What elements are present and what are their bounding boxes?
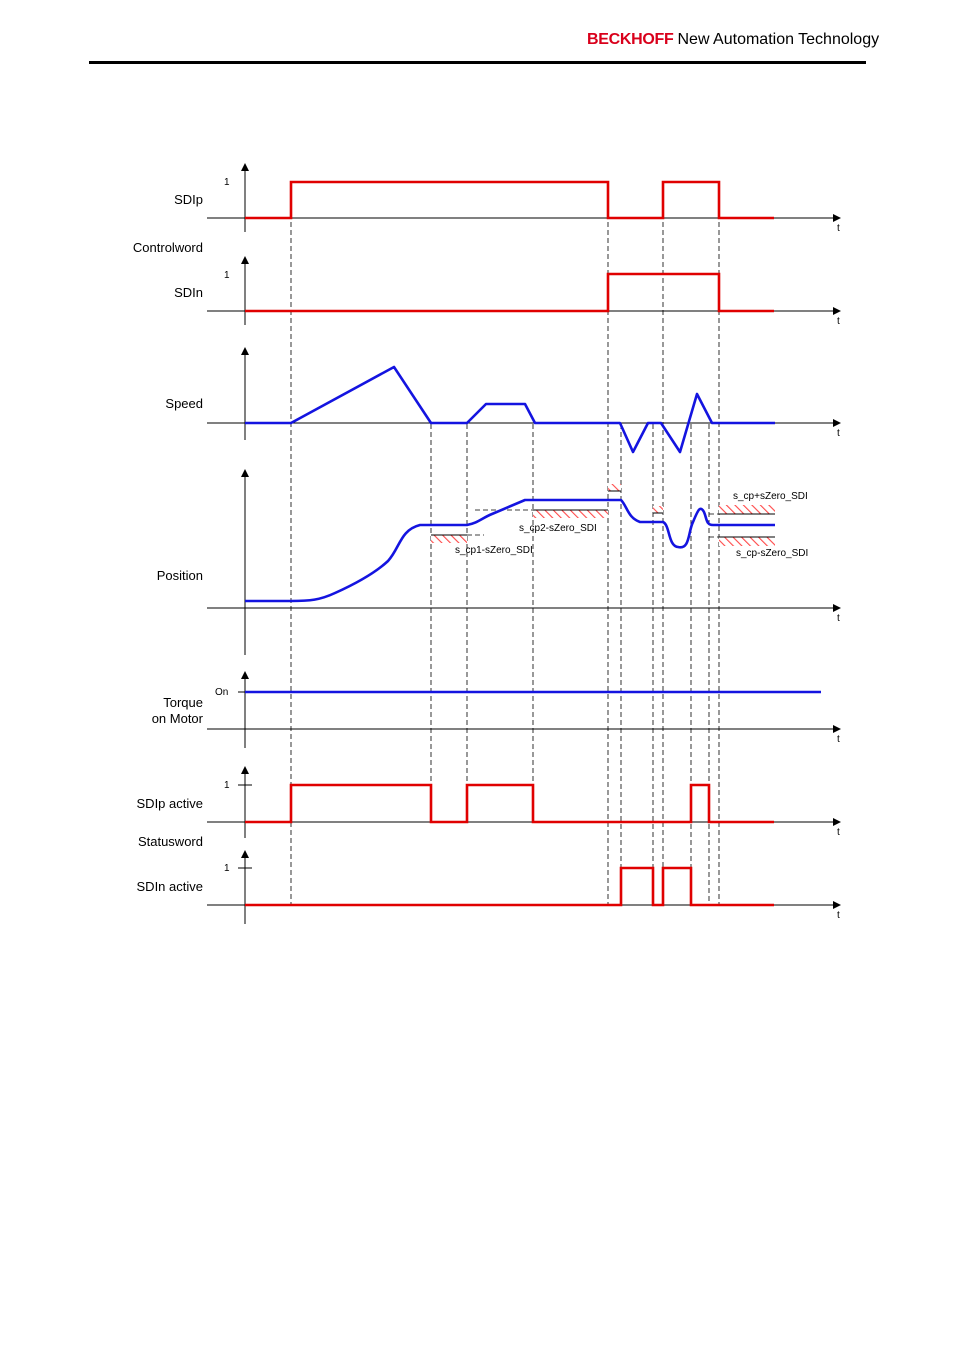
header-logo: BECKHOFF New Automation Technology xyxy=(587,31,879,49)
sdip-time-label: t xyxy=(837,223,840,234)
controlword-label: Controlword xyxy=(133,240,203,255)
speed-time-label: t xyxy=(837,428,840,439)
torque-label-line1: Torque xyxy=(163,695,203,710)
annotation-s-cp-plus: s_cp+sZero_SDI xyxy=(733,491,808,502)
sdip-active-level-one: 1 xyxy=(224,780,230,791)
torque-level-on: On xyxy=(215,687,228,698)
statusword-label: Statusword xyxy=(138,834,203,849)
annotation-s-cp-minus: s_cp-sZero_SDI xyxy=(736,548,808,559)
header-rule xyxy=(89,61,866,64)
sdin-time-label: t xyxy=(837,316,840,327)
sdin-panel: 1 t SDIn xyxy=(174,256,841,327)
brand-name: BECKHOFF xyxy=(587,31,674,48)
position-waveform xyxy=(245,498,775,603)
position-label: Position xyxy=(157,568,203,583)
sdin-waveform xyxy=(245,272,774,313)
tolerance-band-step-b xyxy=(653,506,663,513)
sdin-active-waveform xyxy=(245,866,774,907)
sdin-active-label: SDIn active xyxy=(137,879,203,894)
sdip-active-time-label: t xyxy=(837,827,840,838)
sdin-active-panel: 1 t SDIn active xyxy=(137,850,841,924)
tolerance-band-cp2 xyxy=(533,510,608,518)
speed-waveform xyxy=(245,365,775,454)
sdin-active-time-label: t xyxy=(837,910,840,921)
time-guides xyxy=(290,182,720,906)
sdip-label: SDIp xyxy=(174,192,203,207)
tolerance-band-cp1 xyxy=(431,535,467,543)
sdip-active-panel: 1 t SDIp active xyxy=(137,766,841,838)
tolerance-band-cp-plus xyxy=(719,505,775,514)
brand-tagline: New Automation Technology xyxy=(677,31,880,48)
sdin-label: SDIn xyxy=(174,285,203,300)
sdip-active-label: SDIp active xyxy=(137,796,203,811)
position-time-label: t xyxy=(837,613,840,624)
sdip-panel: 1 t SDIp xyxy=(174,163,841,234)
speed-panel: t Speed xyxy=(165,347,841,454)
position-panel: t Position s_cp1-sZero_SDI s_cp2-sZero_S… xyxy=(157,469,841,655)
sdip-level-one: 1 xyxy=(224,177,230,188)
tolerance-band-step-a xyxy=(608,484,621,491)
annotation-s-cp1-minus: s_cp1-sZero_SDI xyxy=(455,545,533,556)
speed-label: Speed xyxy=(165,396,203,411)
torque-label-line2: on Motor xyxy=(152,711,204,726)
sdin-level-one: 1 xyxy=(224,270,230,281)
tolerance-band-cp-minus xyxy=(719,537,775,546)
torque-panel: On t Torque on Motor xyxy=(152,671,841,748)
sdip-waveform xyxy=(245,180,774,220)
torque-time-label: t xyxy=(837,734,840,745)
annotation-s-cp2-minus: s_cp2-sZero_SDI xyxy=(519,523,597,534)
sdin-active-level-one: 1 xyxy=(224,863,230,874)
sdip-active-waveform xyxy=(245,783,774,824)
